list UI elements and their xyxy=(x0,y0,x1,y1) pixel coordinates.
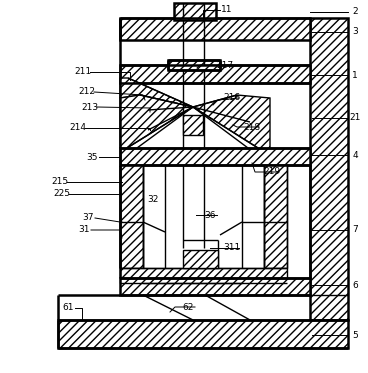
Bar xyxy=(120,65,310,83)
Bar xyxy=(310,18,348,320)
Text: 11: 11 xyxy=(221,6,233,15)
Text: 37: 37 xyxy=(82,213,94,223)
Text: 3: 3 xyxy=(352,28,358,37)
Text: 215: 215 xyxy=(52,178,68,186)
Text: 216: 216 xyxy=(223,94,241,103)
Polygon shape xyxy=(120,95,193,148)
Bar xyxy=(264,165,287,268)
Bar xyxy=(120,268,287,283)
Text: 6: 6 xyxy=(352,280,358,289)
Text: 213: 213 xyxy=(81,103,99,112)
Bar xyxy=(174,3,216,20)
Text: 1: 1 xyxy=(352,70,358,79)
Text: 32: 32 xyxy=(147,195,159,204)
Text: 36: 36 xyxy=(204,210,216,219)
Text: 212: 212 xyxy=(78,88,96,97)
Text: 218: 218 xyxy=(244,122,261,132)
Bar xyxy=(183,115,203,135)
Text: 225: 225 xyxy=(53,189,71,198)
Text: 211: 211 xyxy=(74,68,92,76)
Text: 217: 217 xyxy=(216,60,234,69)
Polygon shape xyxy=(193,95,270,148)
Bar xyxy=(120,148,310,165)
Text: 5: 5 xyxy=(352,330,358,339)
Text: 2: 2 xyxy=(352,7,358,16)
Text: 21: 21 xyxy=(349,113,361,122)
Text: 62: 62 xyxy=(182,303,194,311)
Text: 31: 31 xyxy=(78,226,90,235)
Text: 61: 61 xyxy=(62,304,74,313)
Bar xyxy=(183,250,218,268)
Text: 219: 219 xyxy=(263,167,280,176)
Bar xyxy=(120,278,310,295)
Text: 7: 7 xyxy=(352,226,358,235)
Text: 214: 214 xyxy=(70,123,86,132)
Polygon shape xyxy=(120,78,193,107)
Bar xyxy=(168,60,220,70)
Text: 4: 4 xyxy=(352,150,358,160)
Bar xyxy=(58,320,348,348)
Text: 35: 35 xyxy=(86,153,98,162)
Bar xyxy=(120,165,143,268)
Text: 311: 311 xyxy=(223,244,241,253)
Bar xyxy=(120,18,310,40)
